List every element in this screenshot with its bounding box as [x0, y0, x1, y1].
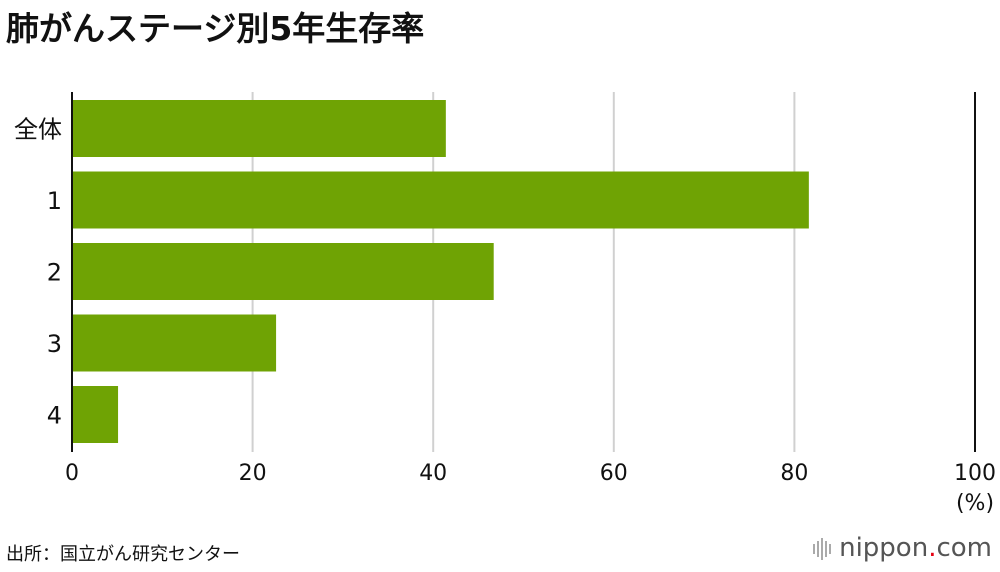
category-label-1: 1 [47, 187, 62, 215]
bar-2 [72, 243, 494, 300]
x-unit-label: (%) [956, 491, 994, 516]
category-label-4: 4 [47, 402, 62, 430]
chart-title: 肺がんステージ別5年生存率 [6, 9, 425, 48]
category-label-2: 2 [47, 259, 62, 287]
category-label-0: 全体 [14, 116, 62, 144]
x-tick-label-0: 0 [65, 461, 79, 486]
logo-mark-icon [813, 534, 833, 564]
bars [72, 100, 809, 443]
x-tick-label-60: 60 [600, 461, 628, 486]
logo-dot: . [928, 533, 937, 563]
logo-suffix: com [936, 533, 992, 563]
source-note: 出所：国立がん研究センター [6, 544, 240, 565]
axes [71, 92, 976, 452]
nippon-logo: nippon.com [813, 533, 992, 564]
bar-4 [72, 386, 119, 443]
x-tick-label-40: 40 [419, 461, 447, 486]
x-tick-label-20: 20 [239, 461, 267, 486]
bar-1 [72, 171, 809, 229]
x-tick-label-100: 100 [954, 461, 996, 486]
x-tick-label-80: 80 [780, 461, 808, 486]
category-label-3: 3 [47, 330, 62, 358]
logo-main: nippon [839, 533, 929, 563]
bar-3 [72, 314, 277, 372]
bar-0 [72, 100, 446, 157]
